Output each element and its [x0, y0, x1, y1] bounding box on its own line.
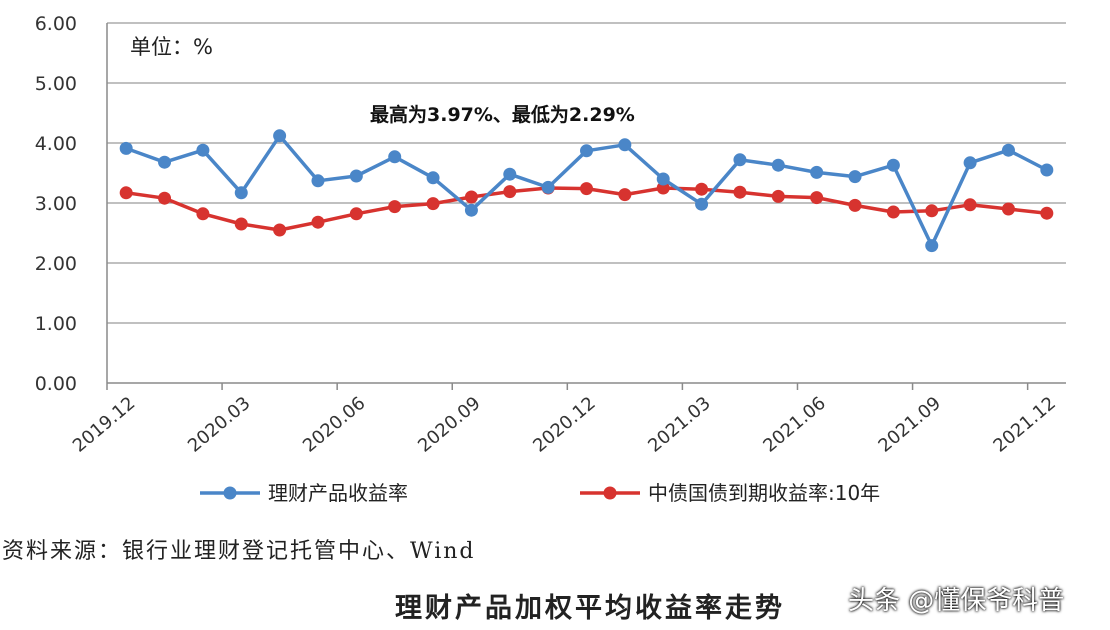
data-point-1 [388, 200, 402, 214]
data-point-0 [1040, 163, 1054, 177]
data-point-0 [925, 239, 939, 253]
data-point-0 [464, 203, 478, 217]
legend-label-0: 理财产品收益率 [268, 481, 408, 505]
y-tick-label: 0.00 [35, 373, 77, 395]
x-tick-label: 2019.12 [69, 393, 140, 457]
y-tick-label: 3.00 [35, 193, 77, 215]
data-point-1 [733, 185, 747, 199]
data-point-0 [119, 141, 133, 155]
data-point-1 [196, 207, 210, 221]
chart-annotation: 最高为3.97%、最低为2.29% [370, 103, 635, 126]
legend-marker-1 [603, 486, 617, 500]
data-point-0 [349, 169, 363, 183]
data-point-1 [119, 186, 133, 200]
data-point-0 [196, 143, 210, 157]
data-point-0 [541, 180, 555, 194]
data-point-0 [426, 171, 440, 185]
chart-caption: 理财产品加权平均收益率走势 [395, 593, 785, 624]
data-point-1 [810, 191, 824, 205]
data-point-1 [1001, 202, 1015, 216]
data-point-0 [388, 150, 402, 164]
data-point-1 [464, 190, 478, 204]
data-point-0 [618, 138, 632, 152]
source-note: 资料来源：银行业理财登记托管中心、Wind [2, 539, 476, 564]
x-tick-label: 2021.06 [759, 393, 830, 457]
data-point-0 [1001, 143, 1015, 157]
data-point-0 [580, 144, 593, 158]
legend-marker-0 [223, 486, 237, 500]
data-point-1 [349, 207, 363, 221]
data-point-0 [656, 172, 670, 186]
data-point-0 [733, 153, 747, 167]
x-tick-label: 2021.09 [874, 393, 945, 457]
data-point-0 [695, 197, 709, 211]
x-tick-label: 2020.12 [529, 393, 600, 457]
data-point-1 [311, 215, 325, 229]
data-point-1 [656, 181, 670, 195]
x-tick-label: 2020.03 [184, 393, 255, 457]
x-tick-label: 2020.09 [414, 393, 485, 457]
data-point-1 [234, 217, 248, 231]
data-point-1 [580, 182, 593, 196]
data-point-0 [503, 167, 517, 181]
data-point-0 [234, 186, 248, 200]
data-point-0 [848, 170, 862, 184]
data-point-1 [848, 198, 862, 212]
data-point-0 [810, 165, 824, 179]
data-point-0 [158, 155, 172, 169]
y-tick-label: 1.00 [35, 313, 77, 335]
data-point-0 [273, 129, 287, 143]
data-point-0 [963, 156, 977, 170]
data-point-1 [158, 191, 172, 205]
data-point-1 [695, 182, 709, 196]
line-chart: 0.00 1.00 2.00 3.00 4.00 5.00 6.00 2019.12 2020.… [35, 13, 1066, 505]
data-point-1 [503, 185, 517, 199]
data-point-0 [771, 158, 785, 172]
data-point-1 [771, 189, 785, 203]
data-point-0 [886, 158, 900, 172]
y-tick-label: 6.00 [35, 13, 77, 35]
data-point-0 [311, 174, 325, 188]
data-point-1 [886, 205, 900, 219]
y-tick-label: 2.00 [35, 253, 77, 275]
x-tick-label: 2021.12 [990, 393, 1061, 457]
x-tick-label: 2020.06 [299, 393, 370, 457]
unit-label: 单位：% [130, 35, 213, 59]
data-point-1 [273, 223, 287, 237]
legend-label-1: 中债国债到期收益率:10年 [648, 481, 880, 505]
y-tick-label: 4.00 [35, 133, 77, 155]
data-point-1 [925, 204, 939, 218]
data-point-1 [618, 188, 632, 202]
data-point-1 [426, 197, 440, 211]
data-point-1 [963, 198, 977, 212]
y-tick-label: 5.00 [35, 73, 77, 95]
watermark: 头条 @懂保爷科普 [848, 586, 1065, 616]
x-tick-label: 2021.03 [644, 393, 715, 457]
data-point-1 [1040, 206, 1054, 220]
